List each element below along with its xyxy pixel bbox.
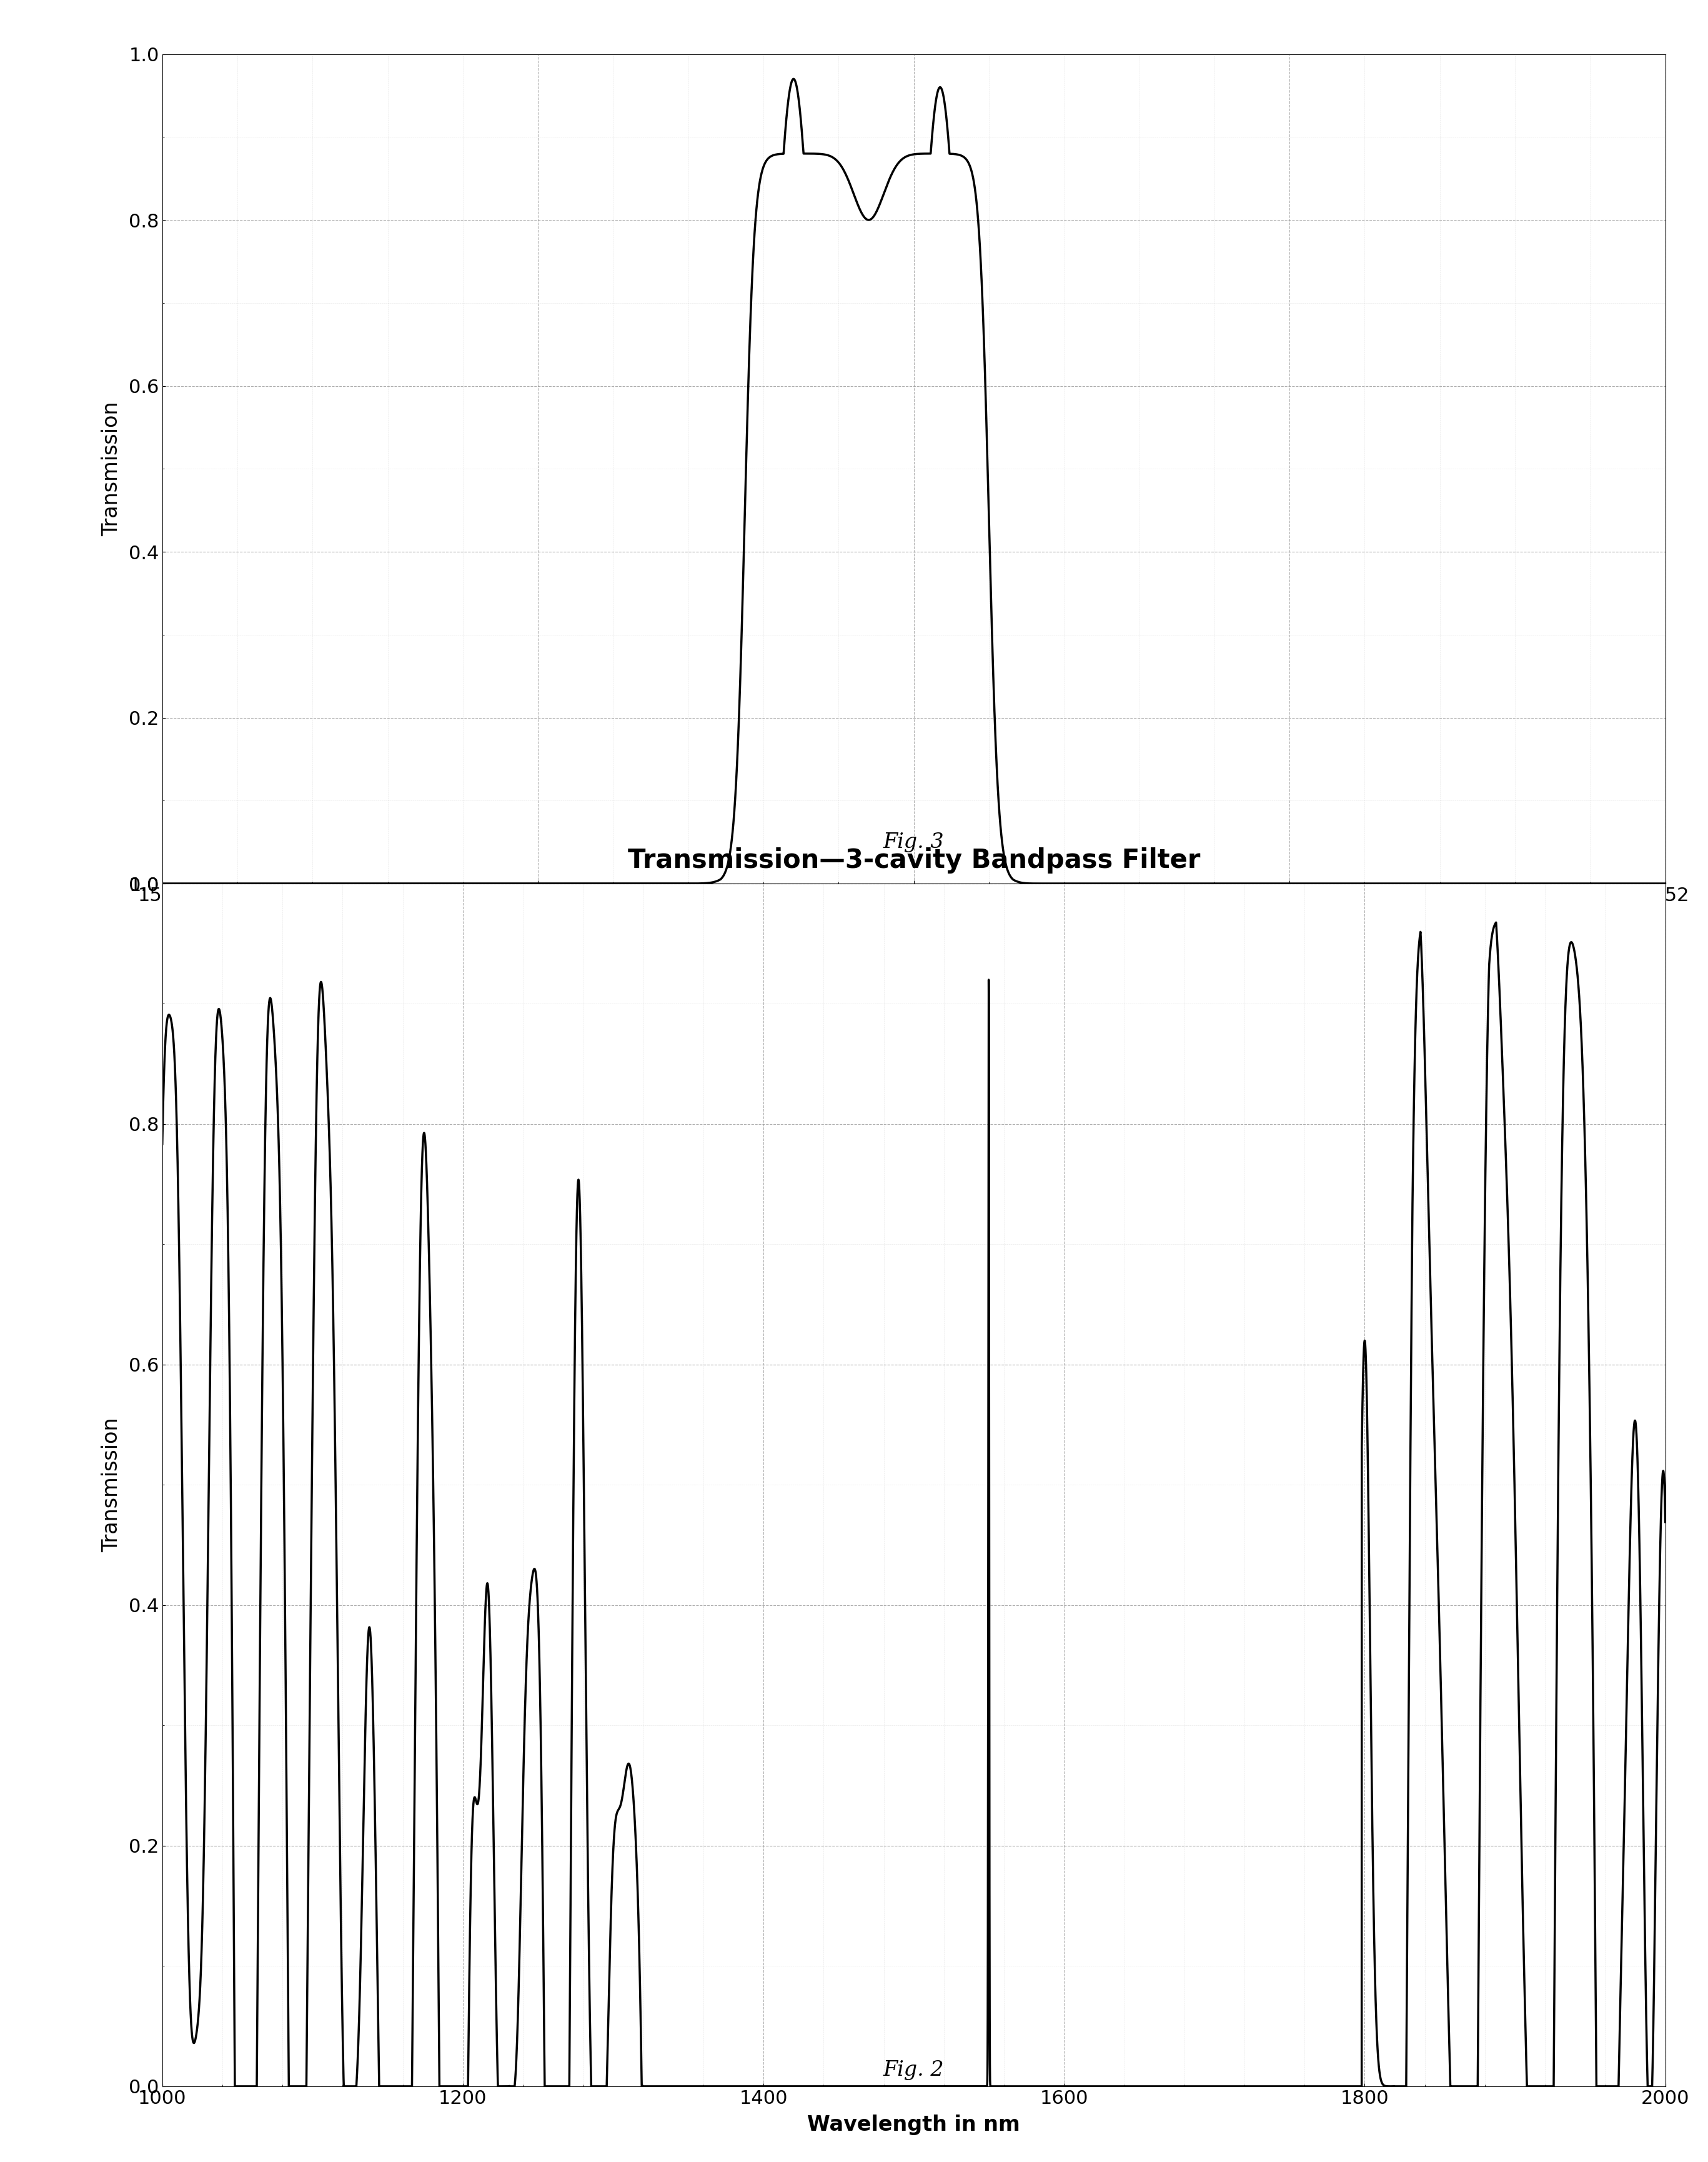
Y-axis label: Transmission: Transmission	[101, 402, 121, 536]
Y-axis label: Transmission: Transmission	[101, 1418, 121, 1552]
Text: Fig. 3: Fig. 3	[883, 832, 945, 852]
Text: Fig. 2: Fig. 2	[883, 2060, 945, 2080]
X-axis label: Wavelength in nm: Wavelength in nm	[808, 2114, 1020, 2136]
X-axis label: Wavelength in nm: Wavelength in nm	[808, 912, 1020, 932]
Title: Transmission—3-cavity Bandpass Filter: Transmission—3-cavity Bandpass Filter	[627, 848, 1201, 873]
